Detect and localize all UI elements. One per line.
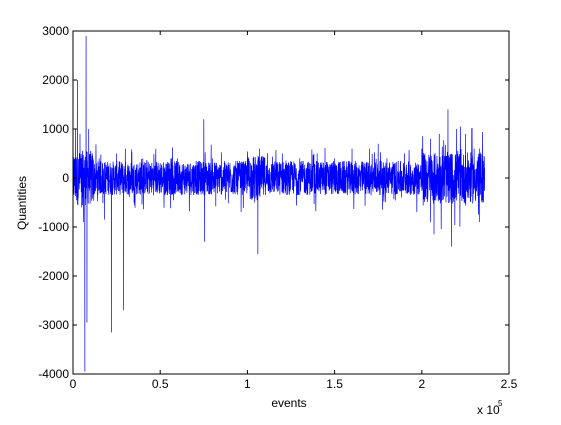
series-line bbox=[72, 35, 485, 372]
x-tick-label: 0.5 bbox=[152, 377, 169, 391]
x-tick-label: 0 bbox=[70, 377, 77, 391]
y-tick-label: -3000 bbox=[38, 318, 69, 332]
plot-frame bbox=[72, 30, 510, 375]
y-axis-label: Quantities bbox=[15, 176, 29, 230]
x-multiplier-exponent: 5 bbox=[498, 399, 503, 408]
y-tick-label: 1000 bbox=[42, 122, 69, 136]
x-tick-label: 1 bbox=[244, 377, 251, 391]
y-tick-label: -2000 bbox=[38, 269, 69, 283]
y-tick-label: -4000 bbox=[38, 367, 69, 381]
y-tick-label: -1000 bbox=[38, 220, 69, 234]
x-axis-label: events bbox=[271, 396, 306, 410]
series-layer bbox=[72, 35, 485, 372]
x-tick-label: 2 bbox=[418, 377, 425, 391]
x-tick-label: 2.5 bbox=[501, 377, 518, 391]
y-tick-label: 2000 bbox=[42, 73, 69, 87]
y-tick-label: 3000 bbox=[42, 24, 69, 38]
ticks-layer: 0 0.5 1 1.5 2 2.5 -4000 -3000 -2000 -1000 0 1000 200… bbox=[38, 24, 517, 391]
plot-area-background bbox=[73, 31, 509, 374]
x-tick-label: 1.5 bbox=[326, 377, 343, 391]
y-tick-label: 0 bbox=[62, 171, 69, 185]
x-multiplier-label: x 10 bbox=[477, 403, 500, 417]
